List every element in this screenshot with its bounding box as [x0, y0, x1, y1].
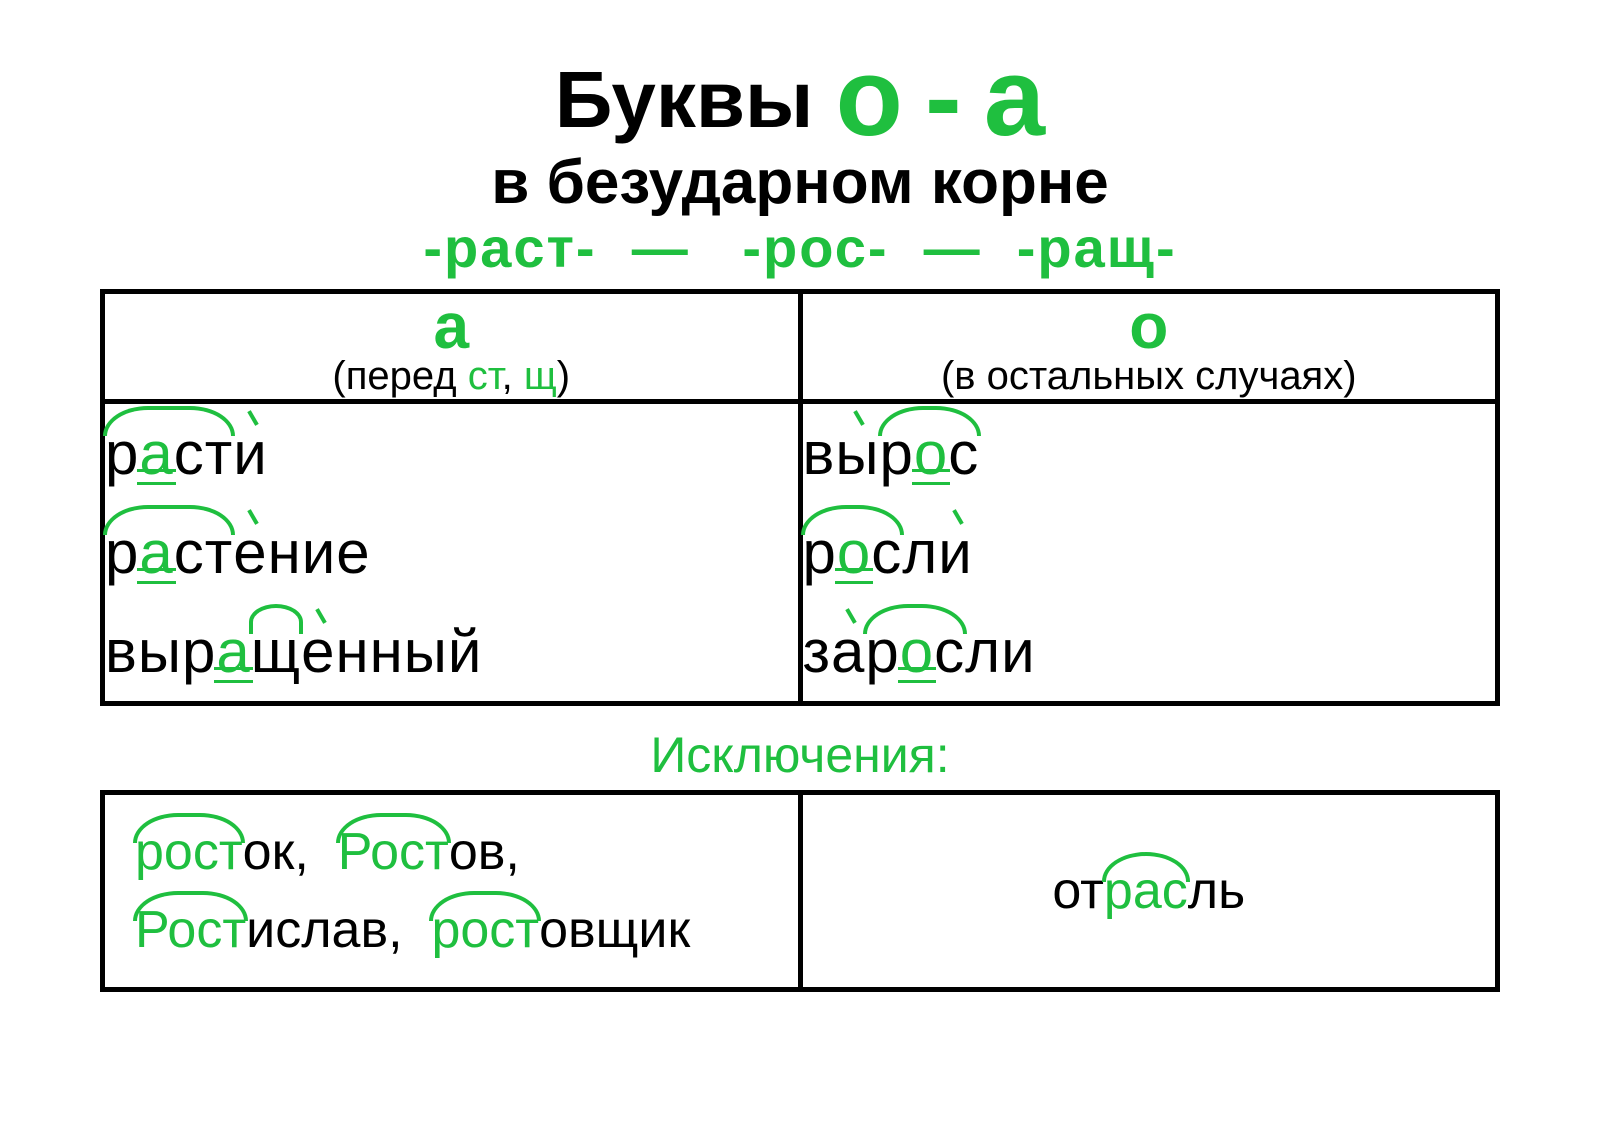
header-cell-o: о (в остальных случаях): [800, 292, 1498, 402]
body-cell-a: расти растение выращенный: [103, 402, 801, 704]
header-sub-a: (перед ст, щ): [105, 354, 798, 399]
word-vyraschenny: выращенный: [105, 602, 798, 701]
w-vowel: о: [914, 420, 948, 487]
table-body-row: расти растение выращенный вырос: [103, 402, 1498, 704]
w-tail: с: [934, 618, 965, 685]
exceptions-cell-left: росток, Ростов, Ростислав, ростовщик: [103, 793, 801, 990]
w-vowel: а: [139, 420, 173, 487]
w-mid: л: [902, 519, 938, 586]
exceptions-line-2: Ростислав, ростовщик: [135, 891, 768, 969]
w-mid: р: [880, 420, 914, 487]
root-ros: -рос-: [742, 216, 888, 279]
w-suffix: ние: [268, 519, 371, 586]
exceptions-title: Исключения:: [100, 726, 1500, 784]
header-sub-o: (в остальных случаях): [803, 354, 1496, 399]
word-rosli: росли: [803, 503, 1496, 602]
root-rasch: -ращ-: [1017, 216, 1177, 279]
title-letter-a: а: [984, 36, 1045, 159]
sub-a-pre: (перед: [332, 354, 467, 398]
header-letter-o: о: [803, 294, 1496, 358]
w-pre: з: [803, 618, 832, 685]
excl-pre: от: [1052, 862, 1104, 920]
w-vowel: о: [837, 519, 871, 586]
w-accent: е: [301, 618, 335, 685]
title-line-3: -раст- — -рос- — -ращ-: [100, 219, 1500, 278]
page: Буквы о - а в безударном корне -раст- — …: [0, 0, 1600, 1032]
dash-2: —: [924, 216, 982, 279]
excl-root: Рост: [338, 813, 449, 891]
root-arc: рос: [803, 503, 903, 602]
exceptions-row: росток, Ростов, Ростислав, ростовщик отр…: [103, 793, 1498, 990]
root-arc: щ: [251, 602, 301, 701]
w-vowel: о: [900, 618, 934, 685]
sub-a-sch: щ: [524, 354, 557, 398]
w-pre: выр: [105, 618, 216, 685]
title-line-2: в безударном корне: [100, 150, 1500, 215]
w-vowel: а: [216, 618, 250, 685]
dash-1: —: [632, 216, 690, 279]
sub-a-mid: ,: [502, 354, 524, 398]
body-cell-o: вырос росли заросли: [800, 402, 1498, 704]
excl-tail: ль: [1188, 862, 1245, 920]
excl-root: рас: [1104, 852, 1188, 930]
excl-tail: ислав,: [246, 901, 402, 959]
sub-a-st: ст: [468, 354, 502, 398]
root-arc: раст: [105, 404, 233, 503]
w-pre: р: [105, 519, 139, 586]
w-suffix: ли: [965, 618, 1036, 685]
root-arc: рос: [865, 602, 965, 701]
w-accent: а: [831, 618, 865, 685]
title-line-1: Буквы о - а: [100, 40, 1500, 156]
w-vowel: а: [139, 519, 173, 586]
title-dash: -: [925, 36, 962, 159]
exceptions-right-word: отрасль: [833, 852, 1466, 930]
title-word-bukvy: Буквы: [555, 55, 813, 144]
word-rasti: расти: [105, 404, 798, 503]
root-arc: рос: [880, 404, 980, 503]
w-accent: е: [233, 519, 267, 586]
w-accent: ы: [835, 420, 879, 487]
sub-a-post: ): [557, 354, 570, 398]
header-letter-a: а: [105, 294, 798, 358]
table-header-row: а (перед ст, щ) о (в остальных случаях): [103, 292, 1498, 402]
w-tail: ст: [174, 519, 233, 586]
w-accent: и: [938, 519, 973, 586]
w-mid: р: [865, 618, 899, 685]
excl-root: рост: [135, 813, 243, 891]
excl-tail: ок,: [243, 823, 309, 881]
w-tail: с: [948, 420, 979, 487]
excl-tail: овщик: [539, 901, 690, 959]
title-letter-o: о: [836, 36, 903, 159]
w-pre: р: [803, 519, 837, 586]
w-accent: и: [233, 420, 268, 487]
word-zarosli: заросли: [803, 602, 1496, 701]
w-pre: в: [803, 420, 836, 487]
exceptions-table: росток, Ростов, Ростислав, ростовщик отр…: [100, 790, 1500, 992]
exceptions-line-1: росток, Ростов,: [135, 813, 768, 891]
rules-table: а (перед ст, щ) о (в остальных случаях) …: [100, 289, 1500, 706]
w-tail: ст: [174, 420, 233, 487]
title-block: Буквы о - а в безударном корне -раст- — …: [100, 40, 1500, 277]
root-rast: -раст-: [423, 216, 596, 279]
exceptions-cell-right: отрасль: [800, 793, 1498, 990]
excl-root: рост: [431, 891, 539, 969]
root-arc: раст: [105, 503, 233, 602]
word-rastenie: растение: [105, 503, 798, 602]
header-cell-a: а (перед ст, щ): [103, 292, 801, 402]
word-vyros: вырос: [803, 404, 1496, 503]
excl-root: Рост: [135, 891, 246, 969]
excl-tail: ов,: [449, 823, 520, 881]
w-tail: с: [871, 519, 902, 586]
w-pre: р: [105, 420, 139, 487]
w-suffix: нный: [336, 618, 483, 685]
